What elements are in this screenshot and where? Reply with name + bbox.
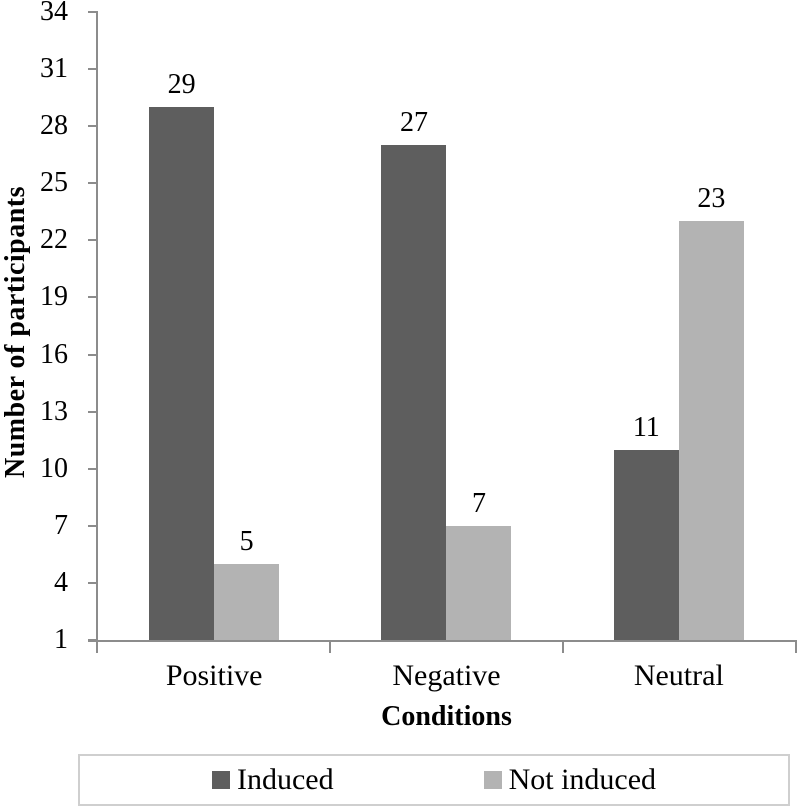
y-tick-mark xyxy=(88,182,98,185)
bar-value-label: 7 xyxy=(471,487,486,519)
y-tick-label: 34 xyxy=(40,0,68,27)
x-axis-ticks xyxy=(96,640,797,654)
y-tick-label: 1 xyxy=(54,624,68,655)
bar-value-label: 23 xyxy=(697,183,726,215)
legend-item: Induced xyxy=(211,763,334,796)
y-tick-mark xyxy=(88,467,98,470)
bar-not-induced: 23 xyxy=(678,185,744,640)
bar-group: 27 7 xyxy=(330,12,562,640)
y-tick-label: 19 xyxy=(40,281,68,313)
bar-group: 11 23 xyxy=(563,12,795,640)
category-label: Negative xyxy=(392,659,501,692)
y-tick-mark xyxy=(88,410,98,413)
y-tick-label: 4 xyxy=(54,566,68,598)
x-axis-line xyxy=(88,640,797,642)
legend-item: Not induced xyxy=(483,763,657,796)
bar-induced: 27 xyxy=(381,109,447,640)
y-axis-line xyxy=(96,11,98,642)
y-tick-mark xyxy=(88,239,98,242)
y-tick-label: 28 xyxy=(40,110,68,142)
legend: Induced Not induced xyxy=(78,754,790,806)
y-tick-label: 10 xyxy=(40,452,68,484)
y-tick-label: 22 xyxy=(40,224,68,256)
y-tick-mark xyxy=(88,296,98,299)
bar-group: 29 5 xyxy=(98,12,330,640)
x-tick-mark xyxy=(562,640,564,653)
legend-label: Not induced xyxy=(508,763,657,796)
category-label: Neutral xyxy=(633,659,724,692)
y-tick-label: 16 xyxy=(40,338,68,370)
bar-not-induced: 7 xyxy=(446,489,512,640)
x-tick-mark xyxy=(96,640,98,653)
y-tick-mark xyxy=(88,581,98,584)
legend-label: Induced xyxy=(236,763,334,796)
y-tick-label: 25 xyxy=(40,167,68,199)
y-axis-tick-labels: 1 4 7 10 13 16 19 22 25 28 31 34 xyxy=(0,0,68,654)
y-tick-label: 13 xyxy=(40,395,68,427)
x-tick-mark xyxy=(329,640,331,653)
bar-induced: 11 xyxy=(613,413,679,640)
y-tick-label: 7 xyxy=(54,509,68,541)
y-tick-mark xyxy=(88,68,98,71)
y-axis-ticks xyxy=(88,11,98,641)
x-tick-mark xyxy=(795,640,797,653)
y-tick-mark xyxy=(88,353,98,356)
category-labels: Positive Negative Neutral xyxy=(98,658,795,694)
bar-not-induced: 5 xyxy=(214,527,280,640)
y-tick-mark xyxy=(88,125,98,128)
bar-value-label: 27 xyxy=(399,107,428,139)
bar-value-label: 29 xyxy=(167,69,196,101)
y-tick-mark xyxy=(88,524,98,527)
bar-induced: 29 xyxy=(149,71,215,640)
legend-swatch-icon xyxy=(211,771,230,789)
y-tick-label: 31 xyxy=(40,53,68,85)
bar-value-label: 11 xyxy=(632,411,660,443)
category-label: Positive xyxy=(165,659,263,692)
bar-value-label: 5 xyxy=(239,525,254,557)
legend-swatch-icon xyxy=(483,771,502,789)
plot-area: 29 5 27 7 11 23 xyxy=(98,12,795,640)
x-axis-title: Conditions xyxy=(381,701,512,732)
y-tick-mark xyxy=(88,11,98,13)
